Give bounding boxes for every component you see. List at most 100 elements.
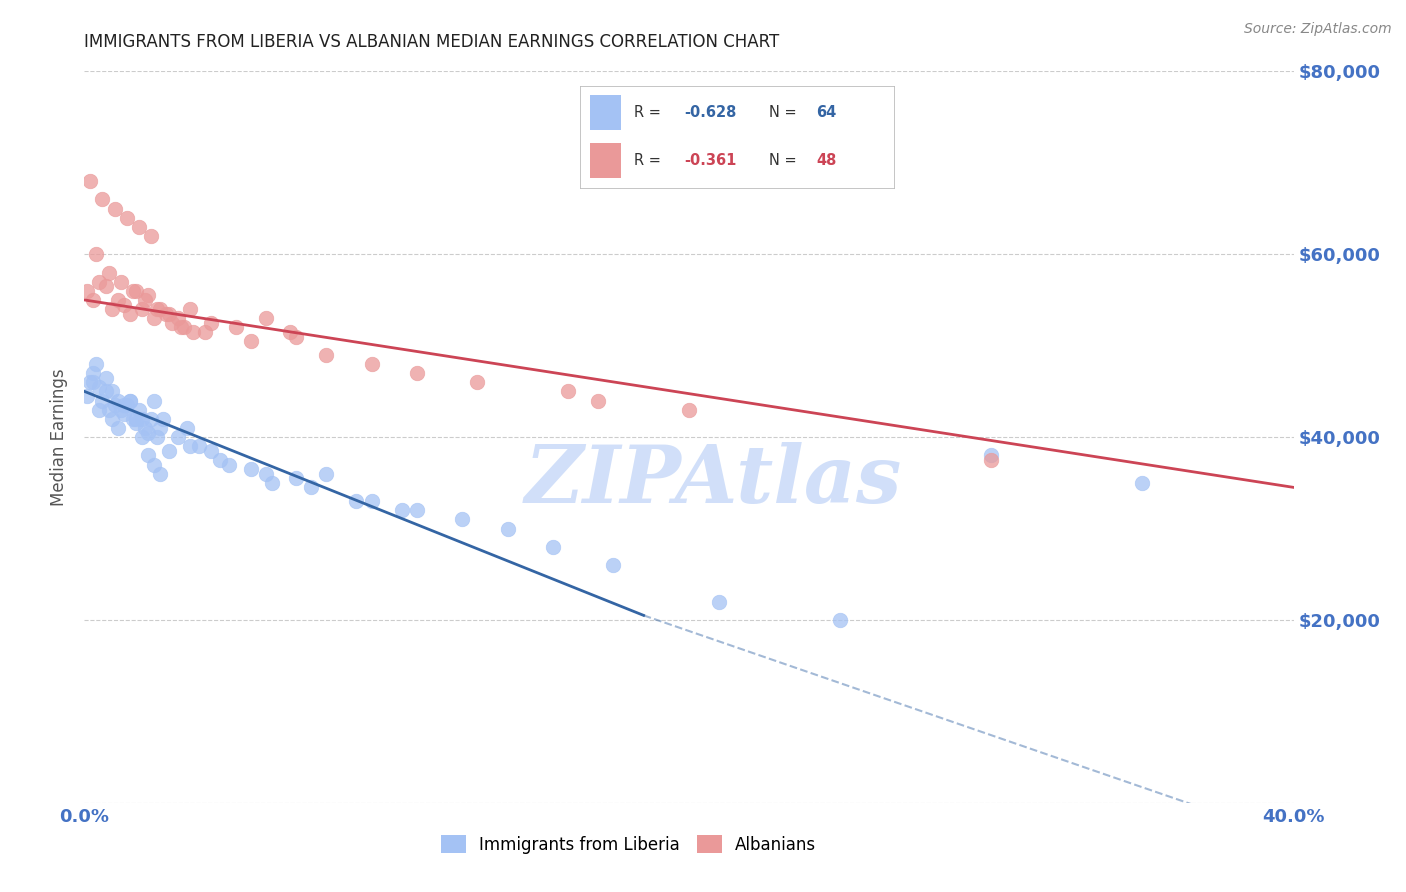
Point (107, 421, 129, 435)
Point (602, 558, 624, 573)
Point (139, 411, 162, 425)
Point (94, 384, 117, 399)
Point (149, 467, 172, 481)
Point (115, 211, 138, 225)
Point (125, 284, 148, 298)
Point (82, 375, 104, 389)
Point (980, 448, 1002, 462)
Point (278, 325, 301, 339)
Point (541, 540, 564, 554)
Point (128, 402, 150, 417)
Point (451, 512, 474, 526)
Point (391, 503, 413, 517)
Point (254, 467, 277, 481)
Point (299, 480, 322, 494)
Point (142, 311, 165, 326)
Point (91, 393, 114, 408)
Point (170, 320, 193, 334)
Point (678, 402, 700, 417)
Point (125, 411, 148, 425)
Point (107, 293, 129, 307)
Point (112, 398, 135, 412)
Point (97, 402, 120, 417)
Point (260, 475, 283, 490)
Point (136, 288, 159, 302)
Point (830, 613, 852, 627)
Point (89, 380, 111, 394)
Point (131, 411, 153, 425)
Point (157, 307, 180, 321)
Point (709, 594, 731, 608)
Point (89, 275, 111, 289)
Point (173, 320, 195, 334)
Point (209, 453, 232, 467)
Point (118, 393, 141, 408)
Point (89, 402, 111, 417)
Point (155, 307, 177, 321)
Point (128, 219, 150, 234)
Point (149, 421, 172, 435)
Point (239, 462, 262, 476)
Point (112, 407, 135, 421)
Point (496, 521, 519, 535)
Point (79, 174, 101, 188)
Point (136, 425, 159, 440)
Point (110, 275, 132, 289)
Point (94, 370, 117, 384)
Point (76, 284, 98, 298)
Point (179, 439, 201, 453)
Point (86, 247, 108, 261)
Point (200, 316, 222, 330)
Point (79, 375, 101, 389)
Point (157, 443, 180, 458)
Point (139, 228, 162, 243)
Point (285, 329, 308, 343)
Text: ZIPAtlas: ZIPAtlas (524, 442, 901, 520)
Point (179, 301, 201, 317)
Point (100, 411, 122, 425)
Point (118, 393, 141, 408)
Point (167, 430, 190, 444)
Point (181, 325, 204, 339)
Point (142, 393, 165, 408)
Point (142, 458, 165, 472)
Point (254, 311, 277, 326)
Point (315, 348, 337, 362)
Point (152, 411, 174, 425)
Point (360, 357, 382, 371)
Point (146, 301, 169, 317)
Point (188, 439, 211, 453)
Legend: Immigrants from Liberia, Albanians: Immigrants from Liberia, Albanians (434, 829, 823, 860)
Y-axis label: Median Earnings: Median Earnings (51, 368, 69, 506)
Point (76, 389, 98, 403)
Point (176, 421, 198, 435)
Point (160, 316, 183, 330)
Point (97, 266, 120, 280)
Point (125, 417, 148, 431)
Point (346, 494, 368, 508)
Point (136, 448, 159, 462)
Point (315, 467, 337, 481)
Point (94, 279, 117, 293)
Point (104, 398, 127, 412)
Point (121, 411, 143, 425)
Point (131, 430, 153, 444)
Point (588, 393, 610, 408)
Point (285, 471, 308, 485)
Point (82, 366, 104, 380)
Point (406, 366, 429, 380)
Point (134, 421, 156, 435)
Point (149, 301, 172, 317)
Point (239, 334, 262, 348)
Point (112, 297, 135, 311)
Point (107, 393, 129, 408)
Text: Source: ZipAtlas.com: Source: ZipAtlas.com (1244, 22, 1392, 37)
Point (1130, 475, 1153, 490)
Point (131, 301, 153, 317)
Point (110, 402, 132, 417)
Point (360, 494, 382, 508)
Point (146, 430, 169, 444)
Point (134, 293, 156, 307)
Point (82, 293, 104, 307)
Point (115, 398, 138, 412)
